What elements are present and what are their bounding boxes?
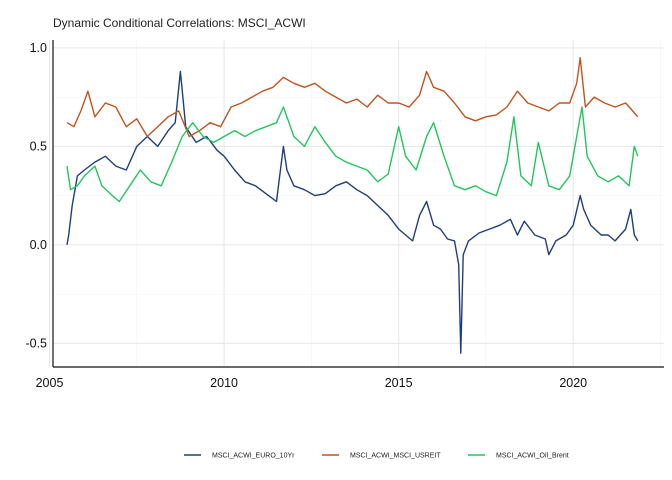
chart-title: Dynamic Conditional Correlations: MSCI_A… bbox=[53, 16, 306, 30]
x-tick-label: 2020 bbox=[559, 376, 587, 390]
series-line bbox=[66, 70, 639, 354]
series-lines bbox=[66, 57, 639, 354]
series-line bbox=[66, 57, 639, 138]
legend-label: MSCI_ACWI_EURO_10Yr bbox=[212, 453, 295, 460]
x-tick-label: 2005 bbox=[36, 376, 64, 390]
tick-labels: 2005 2010 2015 2020 -0.5 0.0 0.5 1.0 bbox=[25, 41, 587, 390]
y-tick-label: 0.0 bbox=[30, 238, 47, 252]
y-tick-label: 0.5 bbox=[30, 139, 47, 153]
legend-label: MSCI_ACWI_Oil_Brent bbox=[496, 453, 569, 460]
y-tick-label: -0.5 bbox=[25, 336, 47, 350]
y-tick-label: 1.0 bbox=[30, 41, 47, 55]
legend-label: MSCI_ACWI_MSCI_USREIT bbox=[350, 453, 441, 460]
x-tick-label: 2010 bbox=[210, 376, 238, 390]
series-line bbox=[66, 106, 639, 203]
x-tick-label: 2015 bbox=[385, 376, 413, 390]
legend: MSCI_ACWI_EURO_10Yr MSCI_ACWI_MSCI_USREIT… bbox=[184, 453, 569, 460]
axes bbox=[52, 40, 664, 368]
